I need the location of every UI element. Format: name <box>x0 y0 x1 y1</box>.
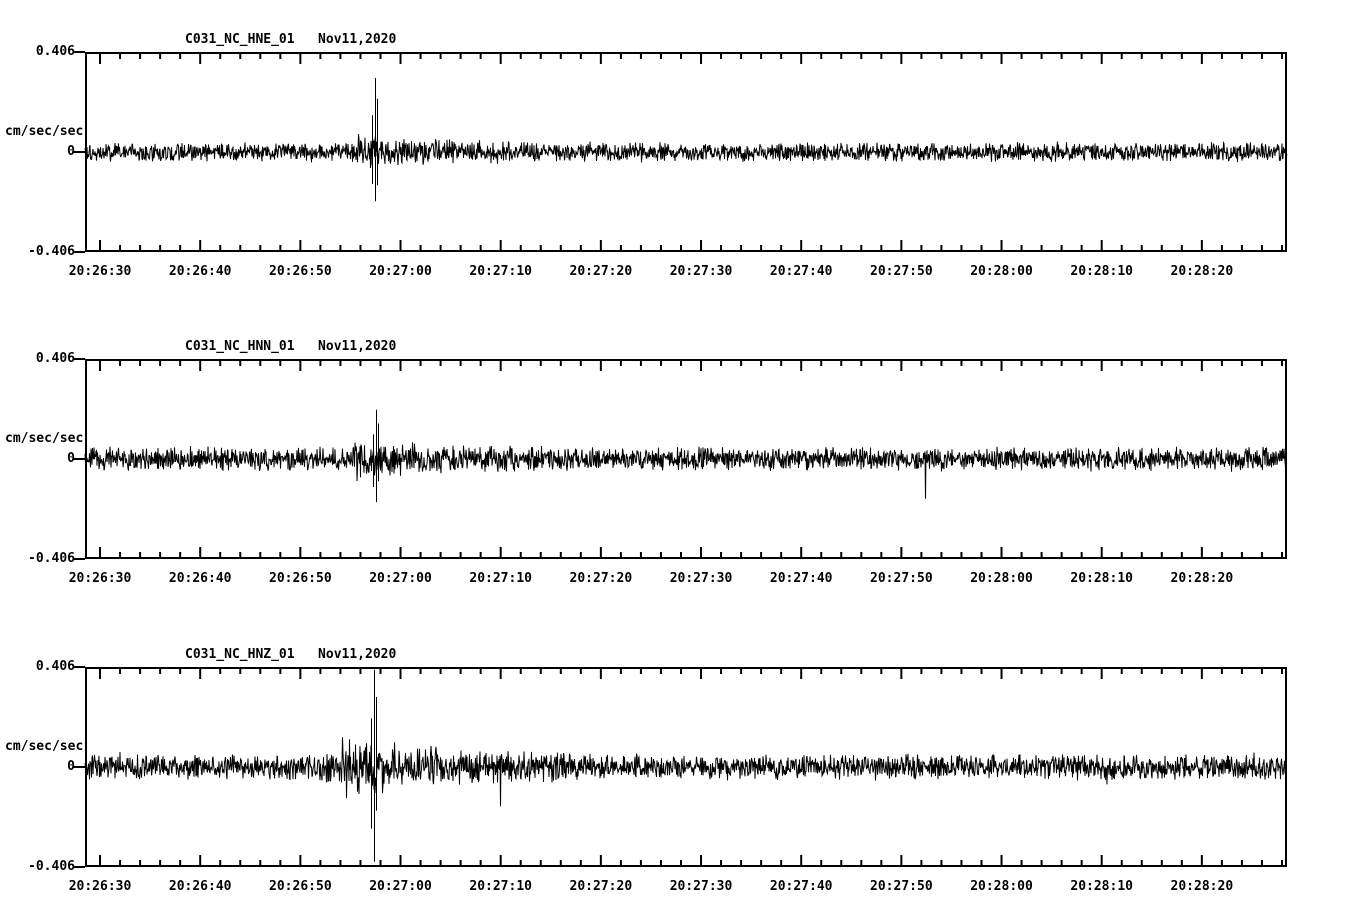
x-axis-tick-label: 20:26:50 <box>269 264 332 279</box>
axis-ticks <box>73 51 1283 253</box>
x-axis-tick-label: 20:28:10 <box>1070 571 1133 586</box>
y-axis-max-label: 0.406 <box>35 351 75 366</box>
y-axis-zero-label: 0 <box>67 144 75 159</box>
x-axis-tick-label: 20:27:50 <box>870 879 933 894</box>
y-axis-zero-label: 0 <box>67 451 75 466</box>
x-axis-tick-label: 20:26:50 <box>269 571 332 586</box>
x-axis-tick-label: 20:27:40 <box>769 879 833 894</box>
y-axis-min-label: -0.406 <box>28 244 75 259</box>
x-axis-tick-label: 20:27:50 <box>870 571 933 586</box>
panel-title: C031_NC_HNN_01 Nov11,2020 <box>185 339 397 354</box>
x-axis-tick-label: 20:27:10 <box>469 571 532 586</box>
x-axis-tick-label: 20:27:00 <box>369 264 432 279</box>
y-axis-max-label: 0.406 <box>35 44 75 59</box>
x-axis-tick-label: 20:26:30 <box>68 571 132 586</box>
x-axis-tick-label: 20:27:20 <box>569 571 633 586</box>
x-axis-tick-label: 20:27:30 <box>669 264 733 279</box>
x-axis-tick-label: 20:26:30 <box>68 879 132 894</box>
x-axis-tick-label: 20:27:00 <box>369 571 432 586</box>
x-axis-tick-label: 20:28:10 <box>1070 879 1133 894</box>
x-axis-tick-label: 20:26:30 <box>68 264 132 279</box>
y-axis-unit-label: cm/sec/sec <box>5 739 84 754</box>
x-axis-tick-label: 20:28:00 <box>970 879 1033 894</box>
x-axis-tick-label: 20:28:00 <box>970 264 1033 279</box>
x-axis-tick-label: 20:28:20 <box>1170 264 1234 279</box>
x-axis-tick-label: 20:27:40 <box>769 571 833 586</box>
x-axis-tick-label: 20:26:40 <box>168 879 232 894</box>
panel-title: C031_NC_HNE_01 Nov11,2020 <box>185 32 397 47</box>
waveform-trace <box>84 409 1288 503</box>
x-axis-tick-label: 20:27:40 <box>769 264 833 279</box>
x-axis-tick-label: 20:26:50 <box>269 879 332 894</box>
x-axis-tick-label: 20:27:20 <box>569 264 633 279</box>
y-axis-unit-label: cm/sec/sec <box>5 124 84 139</box>
y-axis-unit-label: cm/sec/sec <box>5 431 84 446</box>
x-axis-tick-label: 20:27:30 <box>669 571 733 586</box>
y-axis-max-label: 0.406 <box>35 659 75 674</box>
panel-title: C031_NC_HNZ_01 Nov11,2020 <box>185 647 397 662</box>
x-axis-tick-label: 20:28:10 <box>1070 264 1133 279</box>
x-axis-tick-label: 20:28:00 <box>970 571 1033 586</box>
y-axis-min-label: -0.406 <box>28 551 75 566</box>
waveform-trace <box>84 78 1288 202</box>
x-axis-tick-label: 20:26:40 <box>168 571 232 586</box>
x-axis-tick-label: 20:27:30 <box>669 879 733 894</box>
x-axis-tick-label: 20:27:50 <box>870 264 933 279</box>
x-axis-tick-label: 20:26:40 <box>168 264 232 279</box>
x-axis-tick-label: 20:27:10 <box>469 264 532 279</box>
y-axis-min-label: -0.406 <box>28 859 75 874</box>
waveform-trace <box>84 669 1287 862</box>
x-axis-tick-label: 20:27:20 <box>569 879 633 894</box>
y-axis-zero-label: 0 <box>67 759 75 774</box>
x-axis-tick-label: 20:27:00 <box>369 879 432 894</box>
axis-ticks <box>73 358 1283 560</box>
axis-ticks <box>73 666 1283 868</box>
x-axis-tick-label: 20:27:10 <box>469 879 532 894</box>
x-axis-tick-label: 20:28:20 <box>1170 879 1234 894</box>
x-axis-tick-label: 20:28:20 <box>1170 571 1234 586</box>
